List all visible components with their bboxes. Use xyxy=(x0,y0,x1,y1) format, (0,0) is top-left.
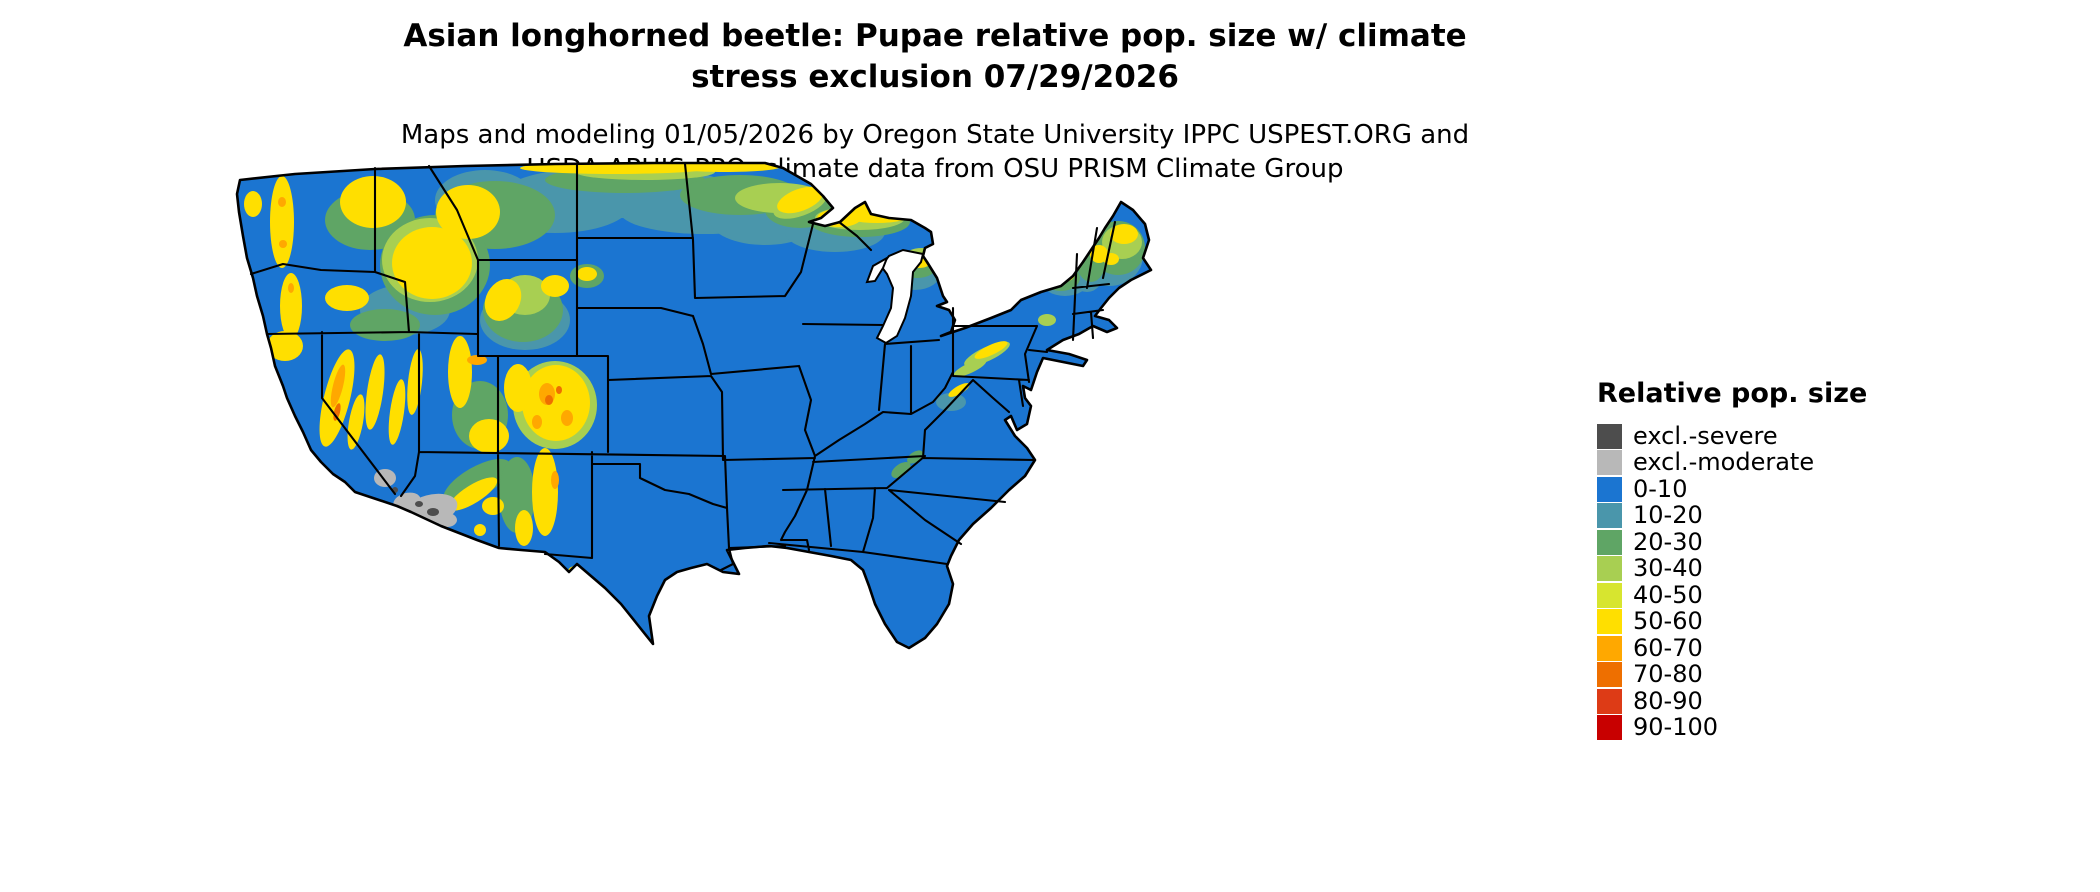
legend-label: 40-50 xyxy=(1633,580,1703,609)
legend-swatch-0-10 xyxy=(1597,476,1622,502)
legend-title: Relative pop. size xyxy=(1597,378,1868,409)
legend-row: 40-50 xyxy=(1597,582,1877,609)
legend-label: 70-80 xyxy=(1633,660,1703,689)
subtitle-line-1: Maps and modeling 01/05/2026 by Oregon S… xyxy=(400,120,1470,150)
legend-swatch-50-60 xyxy=(1597,609,1622,635)
legend-label: 90-100 xyxy=(1633,713,1719,742)
legend-label: 60-70 xyxy=(1633,633,1703,662)
title-line-1: Asian longhorned beetle: Pupae relative … xyxy=(403,18,1467,54)
legend-row: excl.-severe xyxy=(1597,423,1877,450)
lake-michigan xyxy=(865,248,925,345)
legend-swatch-40-50 xyxy=(1597,582,1622,608)
legend-row: 70-80 xyxy=(1597,662,1877,689)
page-title: Asian longhorned beetle: Pupae relative … xyxy=(0,16,1870,98)
legend-swatch-20-30 xyxy=(1597,529,1622,555)
legend-swatch-90-100 xyxy=(1597,715,1622,741)
legend-swatch-70-80 xyxy=(1597,662,1622,688)
legend-swatch-60-70 xyxy=(1597,635,1622,661)
us-map xyxy=(225,160,1160,660)
title-line-2: stress exclusion 07/29/2026 xyxy=(691,59,1179,95)
legend-label: excl.-severe xyxy=(1633,421,1778,450)
legend-label: excl.-moderate xyxy=(1633,448,1815,477)
population-raster-patches xyxy=(244,163,1145,648)
legend-row: 90-100 xyxy=(1597,715,1877,742)
legend-swatch-10-20 xyxy=(1597,503,1622,529)
legend-swatch-80-90 xyxy=(1597,688,1622,714)
legend-row: 50-60 xyxy=(1597,609,1877,636)
legend-row: excl.-moderate xyxy=(1597,450,1877,477)
legend-swatch-excl-severe xyxy=(1597,423,1622,449)
legend-row: 80-90 xyxy=(1597,688,1877,715)
legend-label: 30-40 xyxy=(1633,554,1703,583)
legend-swatch-30-40 xyxy=(1597,556,1622,582)
legend-row: 60-70 xyxy=(1597,635,1877,662)
legend-swatch-excl-moderate xyxy=(1597,450,1622,476)
us-map-svg xyxy=(235,161,1153,650)
legend-label: 50-60 xyxy=(1633,607,1703,636)
legend-label: 80-90 xyxy=(1633,686,1703,715)
legend-row: 30-40 xyxy=(1597,556,1877,583)
legend-row: 0-10 xyxy=(1597,476,1877,503)
legend-label: 20-30 xyxy=(1633,527,1703,556)
legend-label: 0-10 xyxy=(1633,474,1688,503)
legend-row: 20-30 xyxy=(1597,529,1877,556)
page-subtitle: Maps and modeling 01/05/2026 by Oregon S… xyxy=(0,118,1870,186)
legend-label: 10-20 xyxy=(1633,501,1703,530)
legend: Relative pop. size excl.-severe excl.-mo… xyxy=(1597,378,1877,741)
legend-row: 10-20 xyxy=(1597,503,1877,530)
